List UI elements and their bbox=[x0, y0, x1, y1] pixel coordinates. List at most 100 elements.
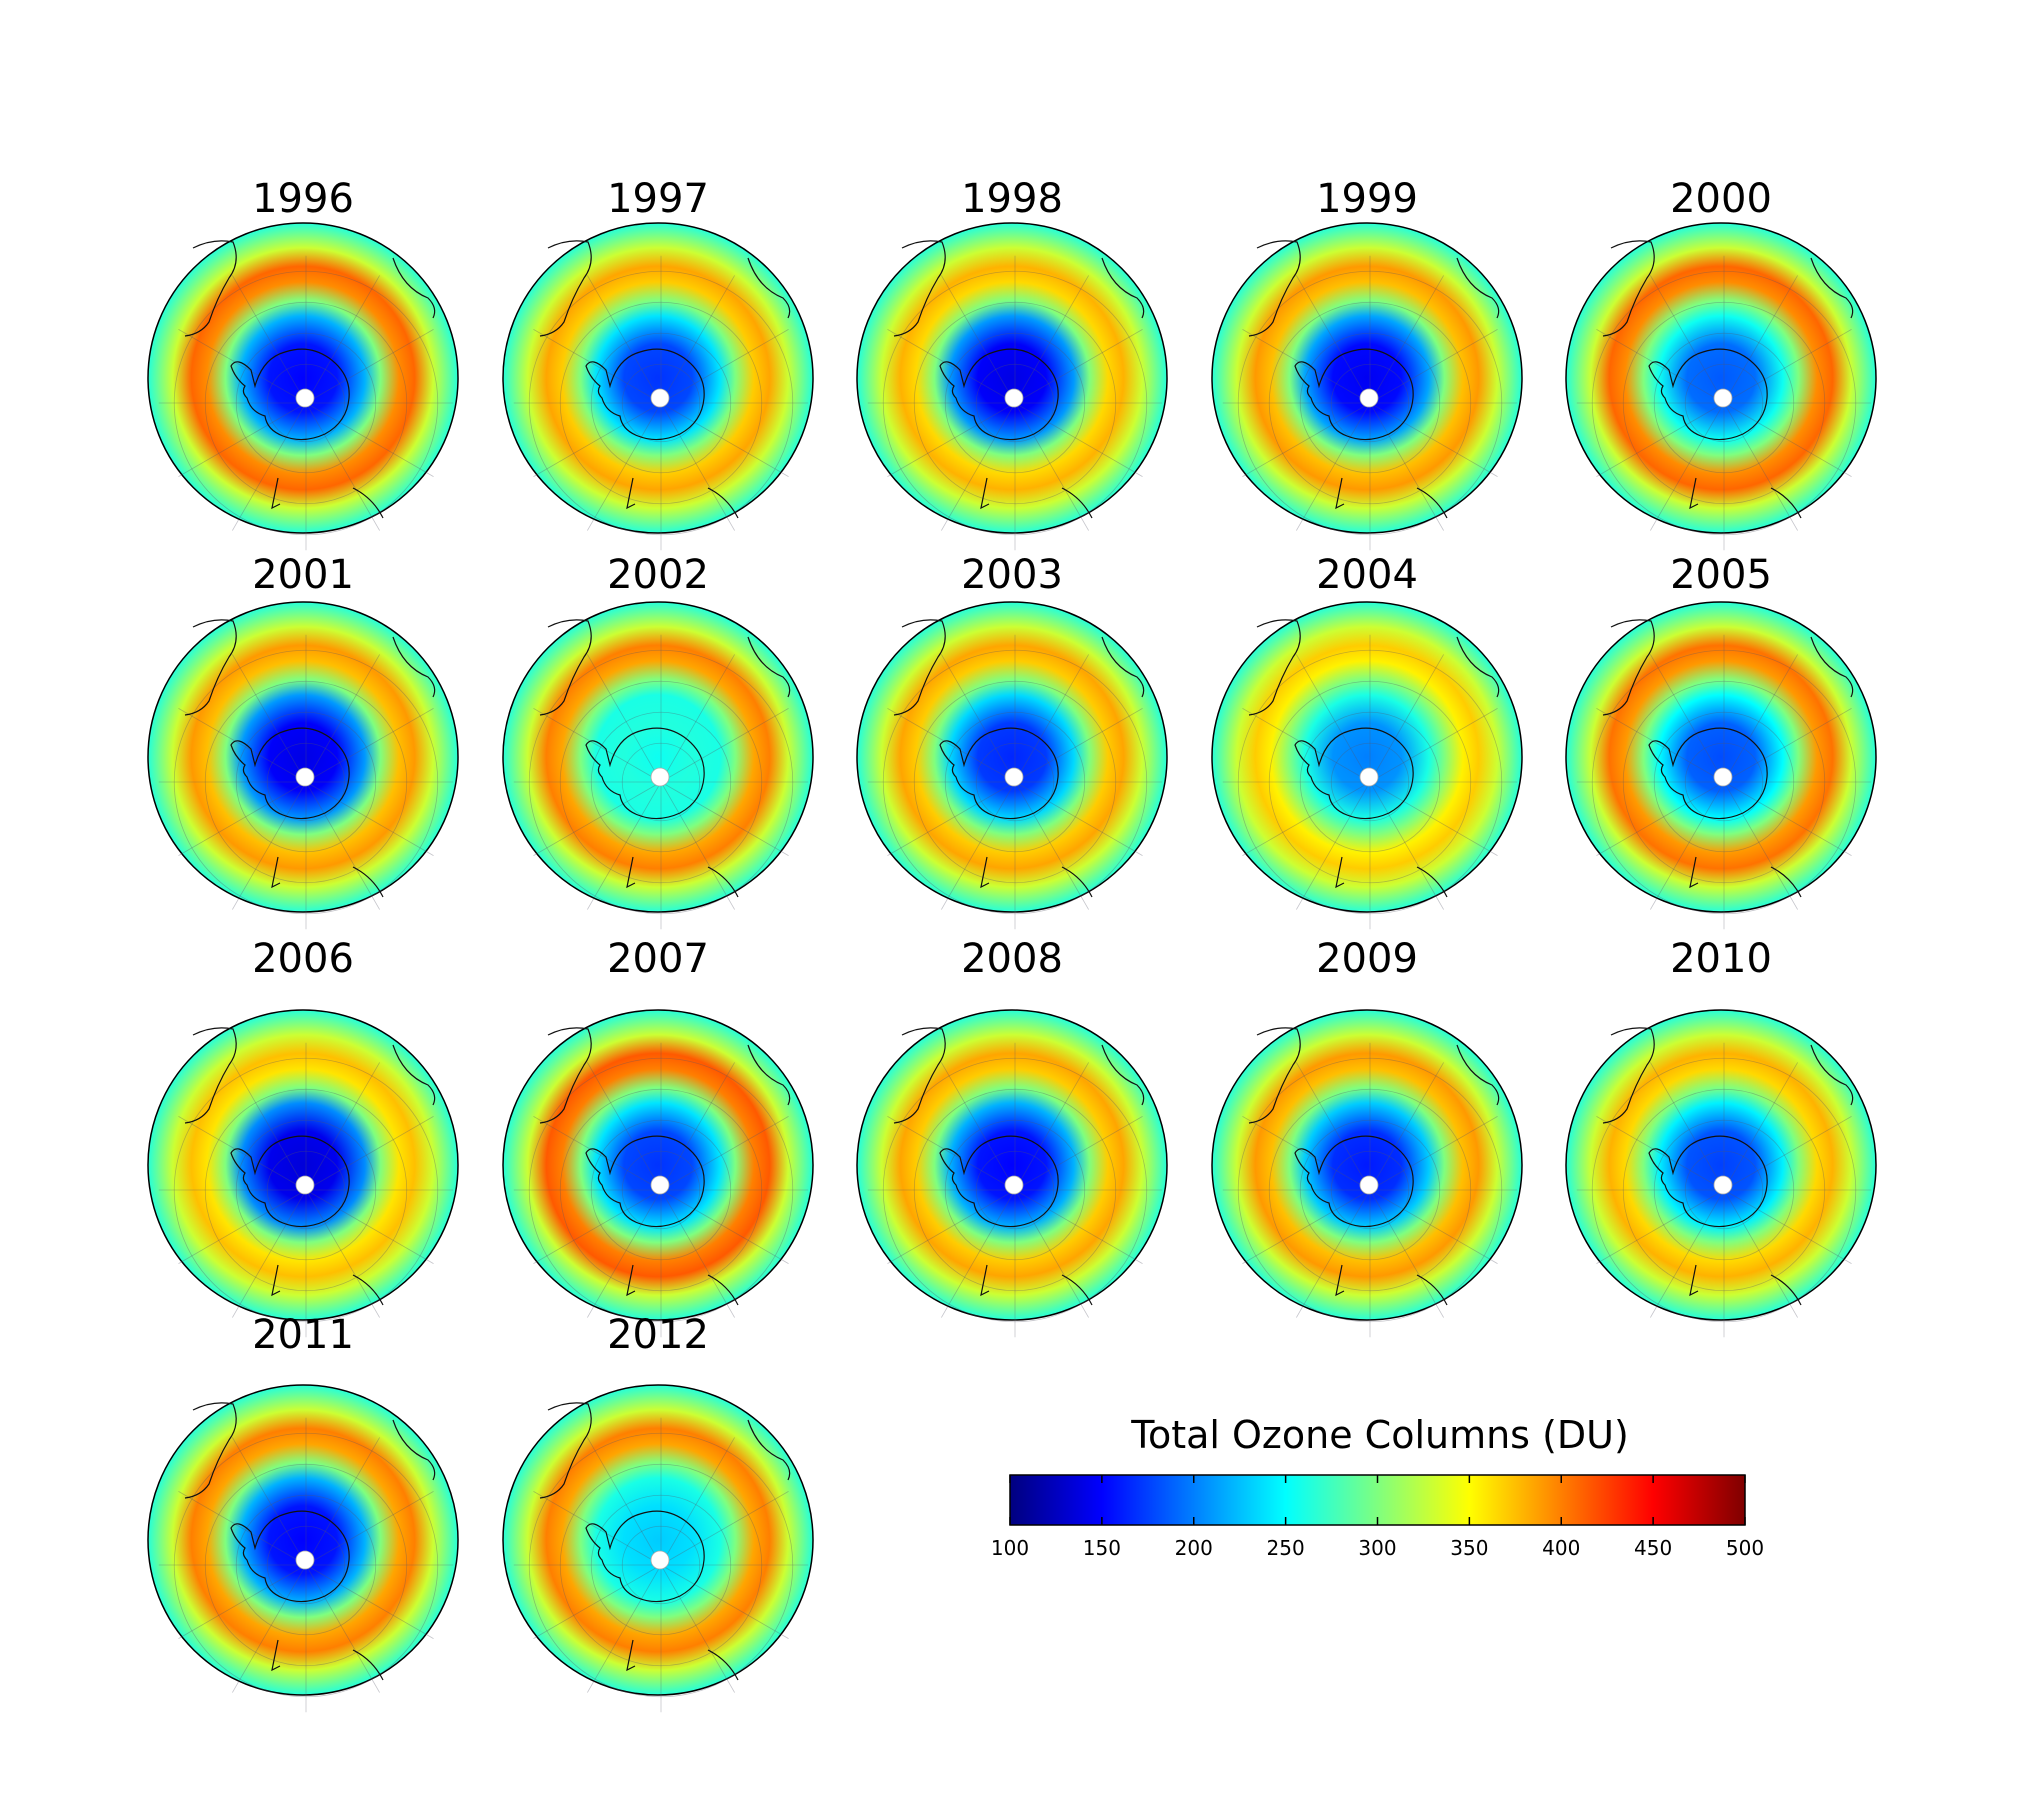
globe-panel-2010: 2010 bbox=[1565, 936, 1877, 1338]
south-pole-marker bbox=[1359, 1175, 1379, 1195]
coastlines bbox=[539, 619, 791, 898]
ozone-globe bbox=[1565, 1009, 1877, 1321]
colorbar-tick-label: 500 bbox=[1726, 1536, 1764, 1560]
globe-panel-2002: 2002 bbox=[502, 552, 814, 930]
globe-panel-2001: 2001 bbox=[147, 552, 459, 930]
panel-year-label: 2011 bbox=[252, 1312, 354, 1358]
south-pole-marker bbox=[295, 767, 315, 787]
ozone-globe bbox=[147, 1384, 459, 1696]
ozone-globe bbox=[1211, 601, 1523, 913]
panel-year-label: 1999 bbox=[1316, 176, 1418, 222]
globe-panel-2004: 2004 bbox=[1211, 552, 1523, 930]
panel-year-label: 2012 bbox=[607, 1312, 709, 1358]
ozone-globe bbox=[502, 601, 814, 913]
ozone-globe bbox=[147, 222, 459, 534]
ozone-globe bbox=[1565, 222, 1877, 534]
panel-year-label: 2001 bbox=[252, 552, 354, 598]
panel-year-label: 2007 bbox=[607, 936, 709, 982]
panel-year-label: 2002 bbox=[607, 552, 709, 598]
ozone-globe bbox=[856, 1009, 1168, 1321]
colorbar-tick-label: 350 bbox=[1450, 1536, 1488, 1560]
coastlines bbox=[1248, 619, 1500, 898]
globe-panel-2011: 2011 bbox=[147, 1312, 459, 1713]
colorbar-tick-label: 300 bbox=[1358, 1536, 1396, 1560]
ozone-globe bbox=[1211, 1009, 1523, 1321]
ozone-globe bbox=[1565, 601, 1877, 913]
coastlines bbox=[1248, 240, 1500, 519]
south-pole-marker bbox=[1359, 767, 1379, 787]
ozone-globe bbox=[502, 222, 814, 534]
globe-panel-1998: 1998 bbox=[856, 176, 1168, 551]
colorbar-ticks: 100 150 200 250 300 350 400 450 500 bbox=[991, 1475, 1764, 1560]
coastlines bbox=[184, 1402, 436, 1681]
ozone-globe bbox=[502, 1009, 814, 1321]
globe-panel-2006: 2006 bbox=[147, 936, 459, 1338]
globe-panel-2012: 2012 bbox=[502, 1312, 814, 1713]
globe-panel-2009: 2009 bbox=[1211, 936, 1523, 1338]
ozone-globe bbox=[147, 601, 459, 913]
south-pole-marker bbox=[295, 388, 315, 408]
ozone-globe bbox=[856, 601, 1168, 913]
ozone-globe bbox=[502, 1384, 814, 1696]
south-pole-marker bbox=[1004, 1175, 1024, 1195]
south-pole-marker bbox=[650, 1175, 670, 1195]
globe-panel-2000: 2000 bbox=[1565, 176, 1877, 551]
colorbar-tick-label: 200 bbox=[1175, 1536, 1213, 1560]
coastlines bbox=[184, 240, 436, 519]
colorbar-tick-label: 450 bbox=[1634, 1536, 1672, 1560]
colorbar-tick-label: 400 bbox=[1542, 1536, 1580, 1560]
panel-year-label: 1996 bbox=[252, 176, 354, 222]
globe-panel-1996: 1996 bbox=[147, 176, 459, 551]
globe-panel-2007: 2007 bbox=[502, 936, 814, 1338]
globe-panel-2008: 2008 bbox=[856, 936, 1168, 1338]
panel-year-label: 2003 bbox=[961, 552, 1063, 598]
south-pole-marker bbox=[295, 1550, 315, 1570]
coastlines bbox=[539, 1027, 791, 1306]
coastlines bbox=[893, 619, 1145, 898]
south-pole-marker bbox=[1713, 1175, 1733, 1195]
south-pole-marker bbox=[650, 388, 670, 408]
globe-panel-1999: 1999 bbox=[1211, 176, 1523, 551]
colorbar-tick-label: 150 bbox=[1083, 1536, 1121, 1560]
south-pole-marker bbox=[650, 767, 670, 787]
panel-year-label: 2004 bbox=[1316, 552, 1418, 598]
coastlines bbox=[1602, 240, 1854, 519]
panel-year-label: 1997 bbox=[607, 176, 709, 222]
coastlines bbox=[539, 240, 791, 519]
colorbar-tick-label: 250 bbox=[1267, 1536, 1305, 1560]
graticule bbox=[867, 255, 1163, 551]
colorbar-tick-label: 100 bbox=[991, 1536, 1029, 1560]
south-pole-marker bbox=[295, 1175, 315, 1195]
south-pole-marker bbox=[650, 1550, 670, 1570]
coastlines bbox=[539, 1402, 791, 1681]
panel-year-label: 2005 bbox=[1670, 552, 1772, 598]
coastlines bbox=[1602, 1027, 1854, 1306]
panel-year-label: 2010 bbox=[1670, 936, 1772, 982]
south-pole-marker bbox=[1359, 388, 1379, 408]
coastlines bbox=[893, 240, 1145, 519]
colorbar: Total Ozone Columns (DU) 100 150 200 250 300… bbox=[991, 1413, 1764, 1560]
panel-year-label: 2000 bbox=[1670, 176, 1772, 222]
colorbar-gradient bbox=[1009, 1474, 1746, 1526]
coastlines bbox=[893, 1027, 1145, 1306]
coastlines bbox=[1248, 1027, 1500, 1306]
coastlines bbox=[184, 619, 436, 898]
coastlines bbox=[1602, 619, 1854, 898]
panel-year-label: 1998 bbox=[961, 176, 1063, 222]
panel-year-label: 2009 bbox=[1316, 936, 1418, 982]
panel-year-label: 2006 bbox=[252, 936, 354, 982]
panel-year-label: 2008 bbox=[961, 936, 1063, 982]
south-pole-marker bbox=[1713, 388, 1733, 408]
colorbar-title: Total Ozone Columns (DU) bbox=[1130, 1413, 1629, 1457]
globe-panel-2005: 2005 bbox=[1565, 552, 1877, 930]
globe-panel-2003: 2003 bbox=[856, 552, 1168, 930]
south-pole-marker bbox=[1004, 388, 1024, 408]
globe-panel-1997: 1997 bbox=[502, 176, 814, 551]
graticule bbox=[513, 634, 809, 930]
south-pole-marker bbox=[1713, 767, 1733, 787]
ozone-globe bbox=[856, 222, 1168, 534]
coastlines bbox=[184, 1027, 436, 1306]
ozone-globe bbox=[147, 1009, 459, 1321]
